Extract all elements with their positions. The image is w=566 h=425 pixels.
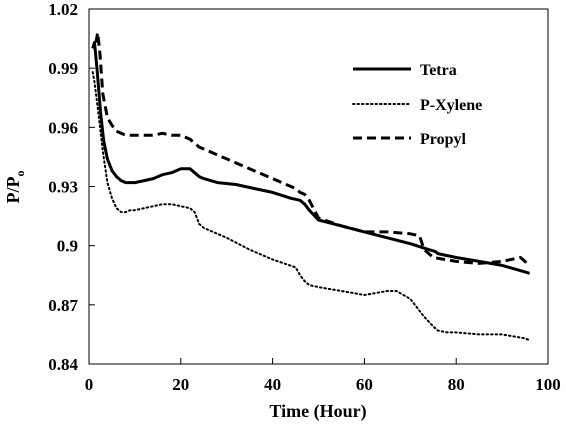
- y-tick-label: 0.87: [48, 296, 78, 315]
- y-tick-label: 0.99: [48, 59, 78, 78]
- series-line-tetra: [91, 41, 531, 275]
- series-layer: [91, 31, 531, 342]
- x-axis: 0 20 40 60 80 100: [85, 358, 561, 394]
- y-tick-label: 0.93: [48, 178, 78, 197]
- x-tick-label: 40: [264, 375, 281, 394]
- series-line-propyl: [94, 31, 531, 267]
- x-tick-label: 60: [356, 375, 373, 394]
- plot-area-frame: [88, 8, 549, 365]
- legend-label-tetra: Tetra: [420, 62, 457, 79]
- x-tick-label: 80: [448, 375, 465, 394]
- legend: Tetra P-Xylene Propyl: [352, 62, 482, 148]
- y-tick-label: 0.96: [48, 118, 78, 137]
- y-axis-title: P/Po: [3, 171, 27, 204]
- y-tick-label: 1.02: [48, 0, 78, 19]
- legend-label-propyl: Propyl: [420, 131, 466, 148]
- y-axis-title-main: P/P: [3, 177, 23, 204]
- series-line-p-xylene: [91, 71, 531, 342]
- x-tick-label: 100: [535, 375, 561, 394]
- x-tick-label: 20: [172, 375, 189, 394]
- x-axis-title: Time (Hour): [269, 401, 366, 422]
- y-tick-label: 0.84: [48, 355, 78, 374]
- y-axis-title-subscript: o: [13, 171, 27, 177]
- y-axis: 0.84 0.87 0.9 0.93 0.96 0.99 1.02: [48, 0, 95, 374]
- x-tick-label: 0: [85, 375, 94, 394]
- legend-label-p-xylene: P-Xylene: [420, 97, 482, 114]
- y-tick-label: 0.9: [57, 237, 78, 256]
